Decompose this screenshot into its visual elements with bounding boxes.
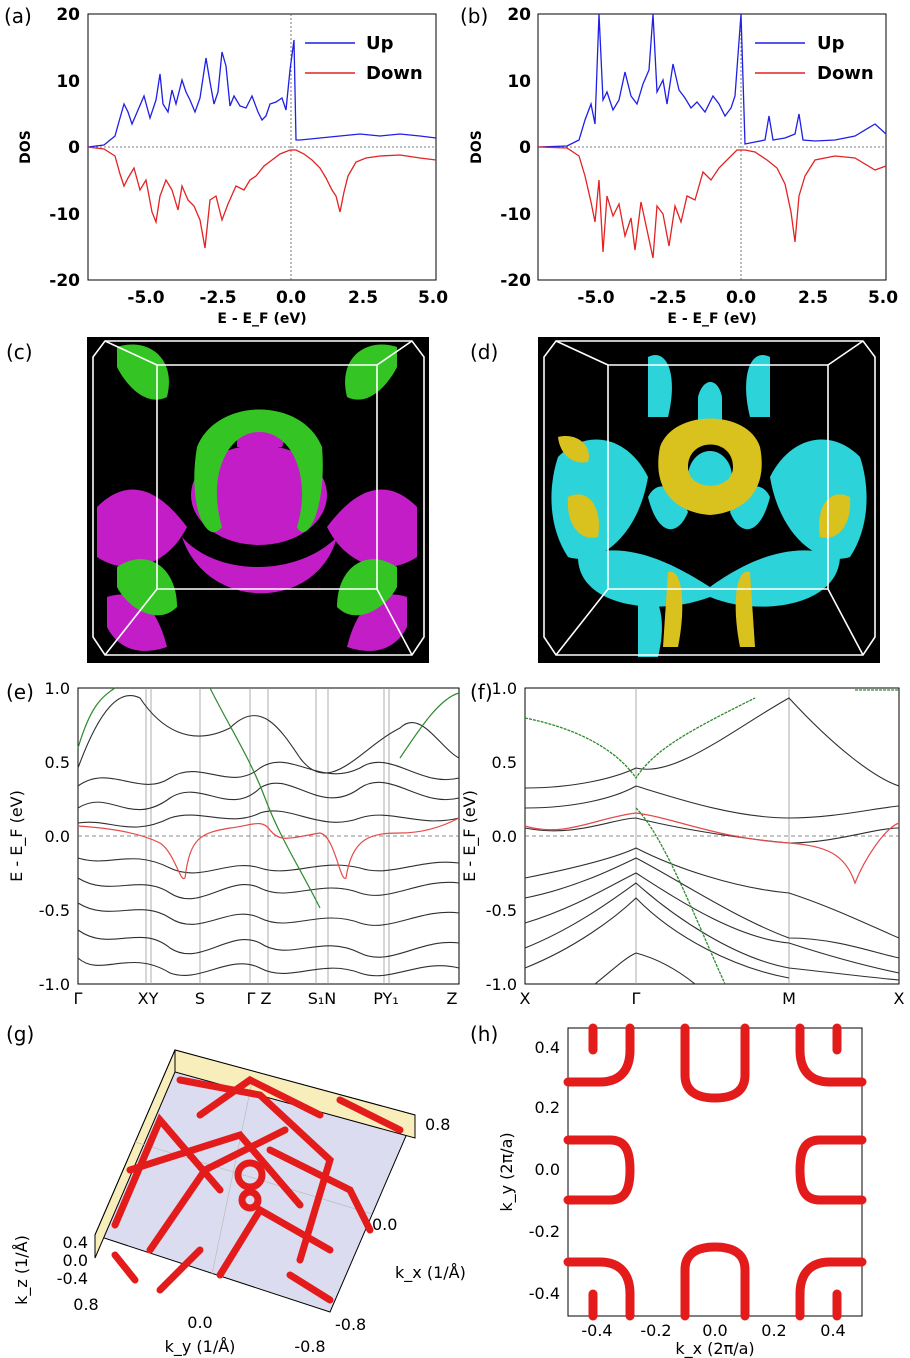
- panel-label-b: (b): [460, 4, 489, 28]
- klabel-e-4: S₁N: [308, 989, 337, 1008]
- ytick-b-3: -10: [500, 205, 531, 225]
- panel-label-h: (h): [470, 1022, 499, 1046]
- ytick-e-2: 0.0: [45, 827, 70, 846]
- ky-tick-0: 0.8: [73, 1295, 98, 1314]
- kx-tick-2: -0.8: [335, 1315, 366, 1334]
- panel-label-c: (c): [6, 340, 33, 364]
- ytick-f-2: 0.0: [492, 827, 517, 846]
- xtick-a-0: -5.0: [127, 288, 164, 308]
- ytick-b-1: 10: [507, 72, 531, 92]
- fermi-surface-d: [538, 337, 880, 663]
- h-ytick-0: 0.4: [535, 1038, 560, 1057]
- xtick-b-1: -2.5: [649, 288, 686, 308]
- xtick-a-1: -2.5: [199, 288, 236, 308]
- kx-tick-0: 0.8: [425, 1115, 450, 1134]
- klabel-f-1: Γ: [632, 989, 641, 1008]
- kz-tick-0: 0.4: [63, 1233, 88, 1252]
- ytick-f-3: -0.5: [486, 901, 517, 920]
- ytick-b-4: -20: [500, 271, 531, 291]
- ytick-b-2: 0: [519, 138, 531, 158]
- ytick-a-3: -10: [49, 205, 80, 225]
- band-structure-e: 1.0 0.5 0.0 -0.5 -1.0 Γ XY S Γ Z S₁N PY₁…: [7, 679, 460, 1008]
- ytick-a-1: 10: [56, 72, 80, 92]
- ytick-e-4: -1.0: [39, 975, 70, 994]
- h-xtick-1: -0.2: [640, 1321, 671, 1340]
- klabel-e-0: Γ: [74, 989, 83, 1008]
- h-xtick-2: 0.0: [702, 1321, 727, 1340]
- h-ylabel: k_y (2π/a): [497, 1132, 517, 1211]
- h-ytick-1: 0.2: [535, 1098, 560, 1117]
- panel-label-f: (f): [470, 680, 493, 704]
- xlabel-a: E - E_F (eV): [217, 311, 306, 327]
- klabel-f-0: X: [520, 989, 531, 1008]
- legend-down-b: Down: [817, 63, 874, 84]
- h-ytick-4: -0.4: [529, 1284, 560, 1303]
- xtick-b-2: 0.0: [726, 288, 756, 308]
- ytick-b-0: 20: [507, 5, 531, 25]
- dos-plot-a: 20 10 0 -10 -20 -5.0 -2.5 0.0 2.5 5.0 E …: [18, 5, 448, 327]
- h-xlabel: k_x (2π/a): [675, 1339, 754, 1358]
- klabel-e-6: Z: [447, 989, 458, 1008]
- band-structure-f: 1.0 0.5 0.0 -0.5 -1.0 X Γ M X E - E_F (e…: [460, 679, 905, 1008]
- h-xtick-0: -0.4: [581, 1321, 612, 1340]
- ky-tick-1: 0.0: [187, 1313, 212, 1332]
- h-ytick-2: 0.0: [535, 1160, 560, 1179]
- panel-label-g: (g): [6, 1022, 35, 1046]
- klabel-e-5: PY₁: [373, 989, 398, 1008]
- kx-tick-1: 0.0: [372, 1215, 397, 1234]
- dos-up-line-b: [537, 13, 887, 148]
- ytick-f-4: -1.0: [486, 975, 517, 994]
- band-red-f: [524, 812, 900, 885]
- panel-label-a: (a): [4, 4, 32, 28]
- nodal-lines-3d-g: 0.4 0.0 -0.4 k_z (1/Å) 0.8 0.0 -0.8 k_y …: [12, 1049, 466, 1357]
- ylabel-f: E - E_F (eV): [460, 790, 480, 882]
- ytick-e-3: -0.5: [39, 901, 70, 920]
- legend-up-b: Up: [817, 33, 845, 54]
- ytick-f-0: 1.0: [492, 679, 517, 698]
- legend-down-a: Down: [366, 63, 423, 84]
- klabel-e-3: Γ Z: [247, 989, 272, 1008]
- dos-plot-b: 20 10 0 -10 -20 -5.0 -2.5 0.0 2.5 5.0 E …: [469, 5, 898, 327]
- xtick-a-4: 5.0: [418, 288, 448, 308]
- ytick-a-4: -20: [49, 271, 80, 291]
- kz-tick-1: 0.0: [63, 1251, 88, 1270]
- dos-up-line-a: [87, 39, 437, 148]
- panel-label-e: (e): [6, 680, 34, 704]
- klabel-e-1: XY: [138, 989, 159, 1008]
- ytick-a-2: 0: [68, 138, 80, 158]
- fermi-surface-c: [87, 337, 429, 663]
- ytick-f-1: 0.5: [492, 753, 517, 772]
- klabel-e-2: S: [195, 989, 205, 1008]
- legend-up-a: Up: [366, 33, 394, 54]
- xtick-b-4: 5.0: [868, 288, 898, 308]
- ky-tick-2: -0.8: [294, 1337, 325, 1356]
- xtick-b-0: -5.0: [577, 288, 614, 308]
- kz-label: k_z (1/Å): [12, 1235, 32, 1305]
- band-red-e: [77, 817, 460, 879]
- kx-label: k_x (1/Å): [395, 1263, 466, 1283]
- ylabel-a: DOS: [18, 130, 34, 164]
- h-ytick-3: -0.2: [529, 1222, 560, 1241]
- kz-tick-2: -0.4: [57, 1269, 88, 1288]
- klabel-f-2: M: [782, 989, 796, 1008]
- ylabel-e: E - E_F (eV): [7, 790, 27, 882]
- ytick-e-1: 0.5: [45, 753, 70, 772]
- xlabel-b: E - E_F (eV): [667, 311, 756, 327]
- panel-label-d: (d): [470, 340, 499, 364]
- dos-down-line-b: [537, 146, 887, 259]
- klabel-f-3: X: [894, 989, 905, 1008]
- h-xtick-4: 0.4: [820, 1321, 845, 1340]
- ylabel-b: DOS: [469, 130, 485, 164]
- ytick-e-0: 1.0: [45, 679, 70, 698]
- ky-label: k_y (1/Å): [165, 1337, 236, 1357]
- xtick-a-2: 0.0: [276, 288, 306, 308]
- nodal-lines-2d-h: 0.4 0.2 0.0 -0.2 -0.4 -0.4 -0.2 0.0 0.2 …: [497, 1023, 867, 1358]
- h-xtick-3: 0.2: [761, 1321, 786, 1340]
- ytick-a-0: 20: [56, 5, 80, 25]
- xtick-b-3: 2.5: [798, 288, 828, 308]
- xtick-a-3: 2.5: [348, 288, 378, 308]
- dos-down-line-a: [87, 146, 437, 249]
